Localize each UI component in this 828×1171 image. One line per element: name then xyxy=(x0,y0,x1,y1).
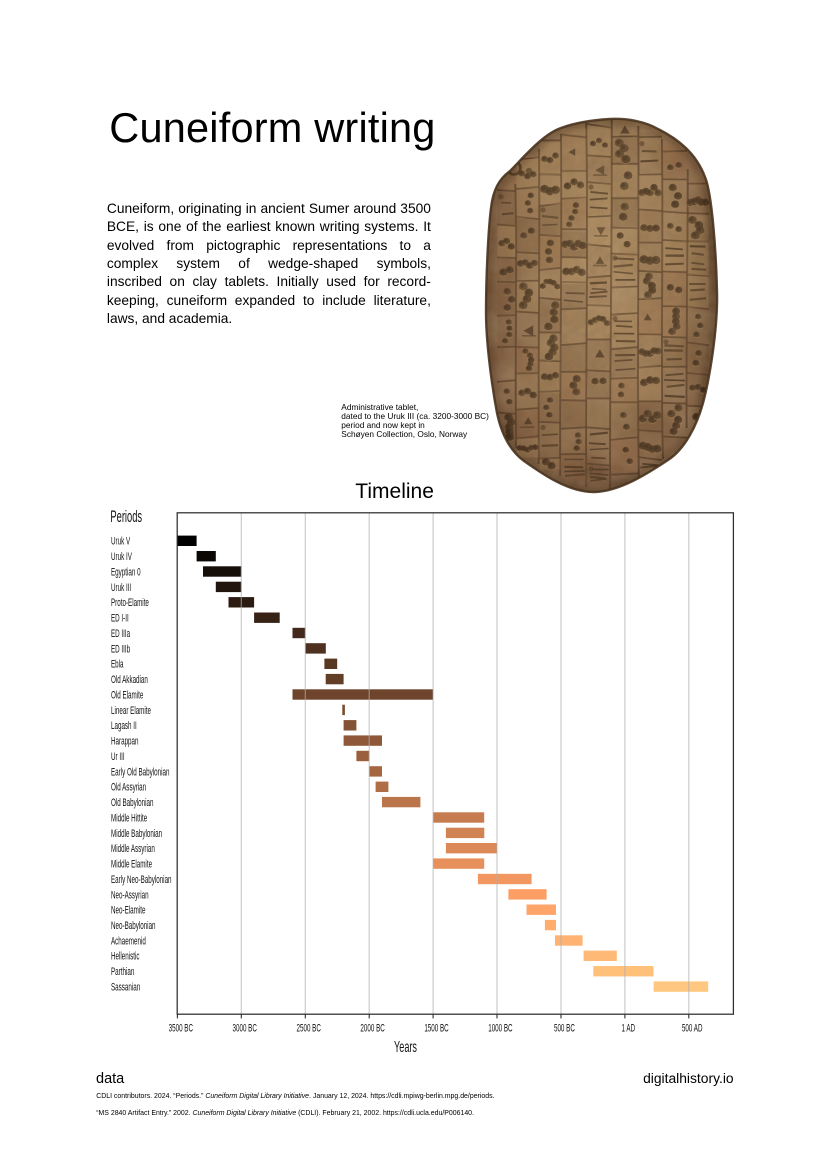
svg-text:Parthian: Parthian xyxy=(111,965,134,977)
svg-text:Middle Hittite: Middle Hittite xyxy=(111,812,147,824)
svg-text:Harappan: Harappan xyxy=(111,735,139,747)
svg-text:Early Neo-Babylonian: Early Neo-Babylonian xyxy=(111,873,172,885)
svg-text:Early Old Babylonian: Early Old Babylonian xyxy=(111,765,169,777)
svg-text:Proto-Elamite: Proto-Elamite xyxy=(111,596,149,608)
svg-text:Middle Elamite: Middle Elamite xyxy=(111,858,152,870)
svg-text:Middle Assyrian: Middle Assyrian xyxy=(111,842,155,854)
svg-text:Lagash II: Lagash II xyxy=(111,719,137,731)
svg-text:Neo-Assyrian: Neo-Assyrian xyxy=(111,888,149,900)
svg-text:Neo-Elamite: Neo-Elamite xyxy=(111,904,145,916)
svg-text:1500 BC: 1500 BC xyxy=(424,1022,449,1034)
svg-text:Uruk III: Uruk III xyxy=(111,581,131,593)
svg-text:Years: Years xyxy=(394,1037,417,1055)
svg-text:Neo-Babylonian: Neo-Babylonian xyxy=(111,919,156,931)
svg-text:Ebla: Ebla xyxy=(111,658,124,670)
svg-text:ED I-II: ED I-II xyxy=(111,612,129,624)
svg-text:1 AD: 1 AD xyxy=(622,1022,636,1034)
svg-text:Ur III: Ur III xyxy=(111,750,125,762)
svg-text:Old Akkadian: Old Akkadian xyxy=(111,673,148,685)
svg-text:2000 BC: 2000 BC xyxy=(360,1022,385,1034)
svg-text:3500 BC: 3500 BC xyxy=(169,1022,194,1034)
svg-text:Egyptian 0: Egyptian 0 xyxy=(111,566,141,578)
svg-text:Linear Elamite: Linear Elamite xyxy=(111,704,151,716)
svg-text:Old Babylonian: Old Babylonian xyxy=(111,796,153,808)
svg-text:Old Assyrian: Old Assyrian xyxy=(111,781,146,793)
svg-text:Periods: Periods xyxy=(110,507,142,526)
svg-text:2500 BC: 2500 BC xyxy=(297,1022,322,1034)
svg-text:Uruk V: Uruk V xyxy=(111,535,130,547)
svg-text:Hellenistic: Hellenistic xyxy=(111,950,140,962)
svg-text:500 AD: 500 AD xyxy=(682,1022,703,1034)
svg-text:500 BC: 500 BC xyxy=(554,1022,575,1034)
svg-text:3000 BC: 3000 BC xyxy=(233,1022,258,1034)
svg-text:Achaemenid: Achaemenid xyxy=(111,935,146,947)
svg-text:Uruk IV: Uruk IV xyxy=(111,550,132,562)
svg-text:Middle Babylonian: Middle Babylonian xyxy=(111,827,162,839)
svg-text:1000 BC: 1000 BC xyxy=(488,1022,513,1034)
svg-text:Old Elamite: Old Elamite xyxy=(111,689,143,701)
svg-text:Sassanian: Sassanian xyxy=(111,981,140,993)
svg-text:ED IIIa: ED IIIa xyxy=(111,627,130,639)
svg-text:ED IIIb: ED IIIb xyxy=(111,642,130,654)
